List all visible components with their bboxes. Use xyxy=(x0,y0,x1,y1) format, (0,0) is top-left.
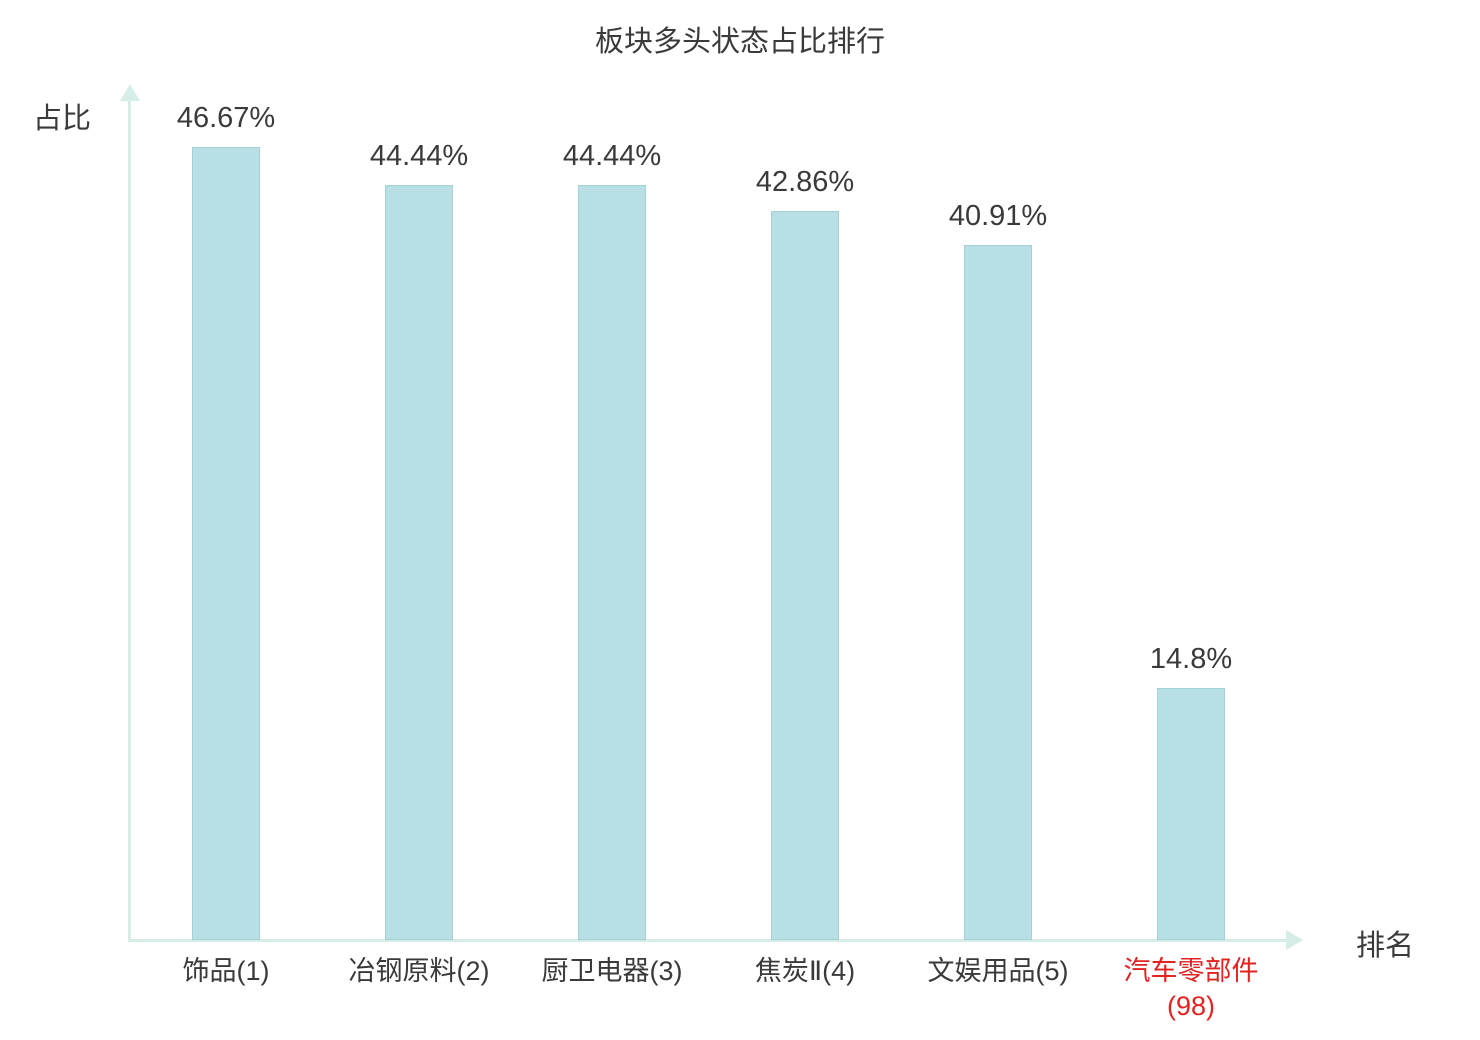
category-label: 汽车零部件(98) xyxy=(1123,956,1259,1021)
y-axis-line xyxy=(128,98,131,942)
bar-value-label: 46.67% xyxy=(176,102,276,134)
bar-3 xyxy=(578,185,646,940)
category-label: 饰品(1) xyxy=(182,956,270,986)
category-label: 文娱用品(5) xyxy=(927,956,1069,986)
bar-2 xyxy=(385,185,453,940)
category-label: 冶钢原料(2) xyxy=(348,956,490,986)
chart-title: 板块多头状态占比排行 xyxy=(594,26,885,58)
x-axis-line xyxy=(128,939,1288,942)
y-axis-label: 占比 xyxy=(33,103,92,135)
y-axis-arrow-icon xyxy=(120,84,140,101)
bar-value-label: 42.86% xyxy=(755,166,855,198)
bar-1 xyxy=(192,147,260,940)
bar-value-label: 40.91% xyxy=(948,200,1048,232)
category-label: 焦炭Ⅱ(4) xyxy=(754,956,856,986)
bar-value-label: 44.44% xyxy=(369,140,469,172)
bar-5 xyxy=(964,245,1032,940)
bar-6 xyxy=(1157,688,1225,940)
bar-value-label: 14.8% xyxy=(1149,643,1233,675)
x-axis-arrow-icon xyxy=(1286,930,1303,950)
bar-value-label: 44.44% xyxy=(562,140,662,172)
x-axis-label: 排名 xyxy=(1356,930,1415,962)
category-label: 厨卫电器(3) xyxy=(541,956,683,986)
bar-4 xyxy=(771,211,839,940)
